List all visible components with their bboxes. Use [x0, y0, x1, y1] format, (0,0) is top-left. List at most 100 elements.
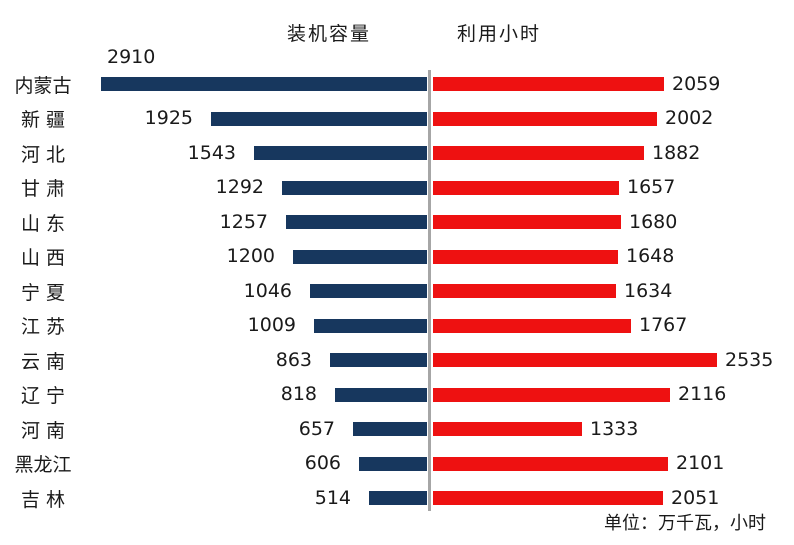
hours-bar — [433, 111, 657, 126]
hours-value: 1634 — [624, 279, 673, 302]
capacity-bar — [335, 387, 427, 402]
capacity-value: 1046 — [243, 279, 292, 302]
chart-row: 云 南 863 2535 — [0, 343, 794, 378]
capacity-value: 818 — [280, 383, 317, 406]
right-series-title: 利用小时 — [457, 23, 542, 45]
chart-row: 黑龙江 606 2101 — [0, 447, 794, 482]
capacity-bar — [101, 77, 427, 92]
capacity-bar — [369, 491, 427, 506]
hours-zone: 1648 — [427, 240, 794, 275]
capacity-zone: 514 — [86, 481, 427, 516]
hours-zone: 2002 — [427, 102, 794, 137]
chart-row: 内蒙古 2910 2059 — [0, 47, 794, 102]
capacity-value: 1925 — [144, 107, 193, 130]
hours-value: 1648 — [626, 245, 675, 268]
capacity-value: 1292 — [215, 176, 264, 199]
capacity-bar — [286, 215, 427, 230]
hours-value: 2059 — [672, 72, 721, 95]
hours-bar — [433, 284, 616, 299]
chart-row: 江 苏 1009 1767 — [0, 309, 794, 344]
hours-bar — [433, 215, 621, 230]
capacity-zone: 863 — [86, 343, 427, 378]
category-label: 宁 夏 — [20, 281, 66, 304]
hours-value: 1882 — [652, 141, 701, 164]
capacity-value: 863 — [275, 348, 312, 371]
capacity-value: 1009 — [247, 314, 296, 337]
capacity-zone: 657 — [86, 412, 427, 447]
hours-bar — [433, 180, 619, 195]
hours-zone: 2535 — [427, 343, 794, 378]
category-label: 新 疆 — [20, 109, 66, 132]
capacity-zone: 606 — [86, 447, 427, 482]
hours-value: 2101 — [676, 452, 725, 475]
category-label: 河 北 — [20, 143, 66, 166]
capacity-zone: 1257 — [86, 205, 427, 240]
hours-bar — [433, 491, 663, 506]
capacity-bar — [330, 353, 427, 368]
category-label: 黑龙江 — [14, 454, 72, 477]
capacity-value: 1543 — [187, 141, 236, 164]
capacity-zone: 1925 — [86, 102, 427, 137]
hours-zone: 2101 — [427, 447, 794, 482]
capacity-bar — [254, 146, 427, 161]
capacity-zone: 1200 — [86, 240, 427, 275]
capacity-value: 2910 — [107, 46, 156, 68]
hours-zone: 2059 — [427, 67, 794, 102]
category-label: 河 南 — [20, 419, 66, 442]
chart-row: 山 西 1200 1648 — [0, 240, 794, 275]
hours-value: 2535 — [725, 348, 774, 371]
capacity-bar — [353, 422, 427, 437]
hours-zone: 1767 — [427, 309, 794, 344]
hours-bar — [433, 387, 670, 402]
hours-value: 1657 — [627, 176, 676, 199]
hours-bar — [433, 422, 582, 437]
capacity-value: 657 — [298, 417, 335, 440]
chart-row: 河 北 1543 1882 — [0, 136, 794, 171]
hours-value: 2116 — [678, 383, 727, 406]
capacity-value: 514 — [314, 486, 351, 509]
capacity-value: 606 — [304, 452, 341, 475]
chart-row: 辽 宁 818 2116 — [0, 378, 794, 413]
category-label: 甘 肃 — [20, 178, 66, 201]
category-label: 山 东 — [20, 212, 66, 235]
category-label: 吉 林 — [20, 488, 66, 511]
hours-zone: 2116 — [427, 378, 794, 413]
capacity-zone: 818 — [86, 378, 427, 413]
hours-bar — [433, 77, 664, 92]
chart-row: 吉 林 514 2051 — [0, 481, 794, 516]
category-label: 山 西 — [20, 247, 66, 270]
capacity-zone: 1046 — [86, 274, 427, 309]
hours-zone: 2051 — [427, 481, 794, 516]
hours-bar — [433, 353, 717, 368]
hours-bar — [433, 318, 631, 333]
capacity-zone: 1543 — [86, 136, 427, 171]
hours-value: 2002 — [665, 107, 714, 130]
capacity-bar — [293, 249, 427, 264]
hours-value: 2051 — [671, 486, 720, 509]
capacity-value: 1200 — [226, 245, 275, 268]
capacity-bar — [211, 111, 427, 126]
chart-row: 山 东 1257 1680 — [0, 205, 794, 240]
hours-bar — [433, 456, 668, 471]
hours-zone: 1882 — [427, 136, 794, 171]
hours-zone: 1657 — [427, 171, 794, 206]
chart-row: 河 南 657 1333 — [0, 412, 794, 447]
chart-row: 宁 夏 1046 1634 — [0, 274, 794, 309]
capacity-bar — [310, 284, 427, 299]
hours-zone: 1333 — [427, 412, 794, 447]
unit-note: 单位：万千瓦，小时 — [604, 513, 766, 534]
capacity-zone: 2910 — [86, 47, 427, 102]
category-label: 江 苏 — [20, 316, 66, 339]
capacity-bar — [314, 318, 427, 333]
hours-value: 1680 — [629, 210, 678, 233]
category-label: 辽 宁 — [20, 385, 66, 408]
chart-row: 新 疆 1925 2002 — [0, 102, 794, 137]
category-label: 云 南 — [20, 350, 66, 373]
hours-zone: 1680 — [427, 205, 794, 240]
category-label: 内蒙古 — [14, 74, 72, 97]
left-series-title: 装机容量 — [287, 23, 372, 45]
capacity-bar — [359, 456, 427, 471]
center-axis-line — [428, 70, 431, 511]
hours-value: 1767 — [639, 314, 688, 337]
capacity-zone: 1009 — [86, 309, 427, 344]
